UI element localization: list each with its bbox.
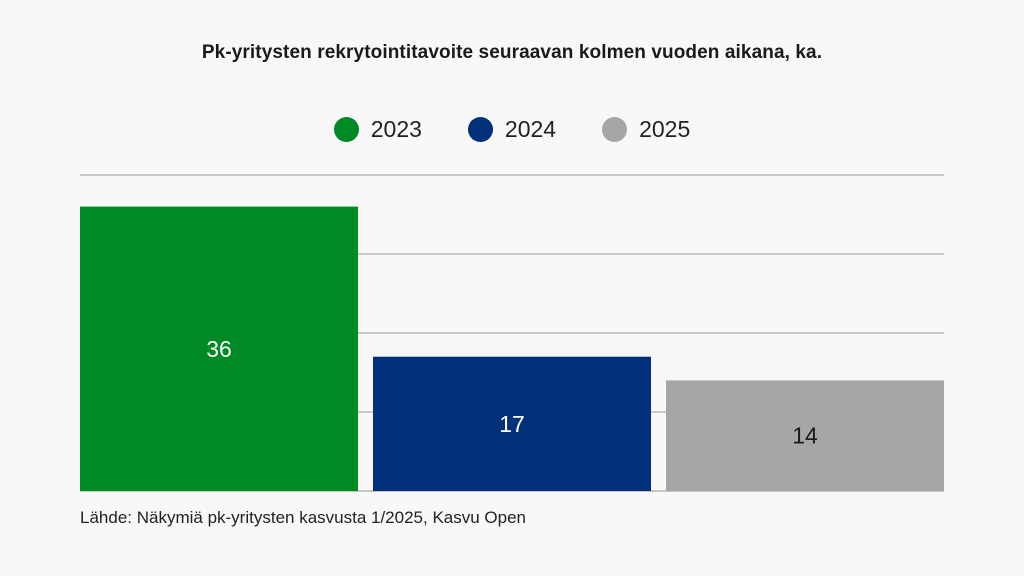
bar-2023 [80,206,358,491]
legend-swatch-2023 [333,117,359,142]
bar-value-labels: 36 17 14 [206,336,818,449]
chart-source: Lähde: Näkymiä pk-yritysten kasvusta 1/2… [80,508,527,527]
bar-value-label-2025: 14 [792,423,818,449]
bar-2025 [666,380,944,491]
chart-title: Pk-yritysten rekrytointitavoite seuraava… [201,42,823,63]
legend-item-2025: 2025 [602,116,690,143]
legend-swatch-2024 [467,117,493,142]
legend-label-2023: 2023 [370,116,422,142]
bars [80,206,944,491]
chart-legend: 2023 2024 2025 [0,116,1024,143]
bar-value-label-2023: 36 [206,336,232,362]
legend-item-2023: 2023 [333,116,422,143]
bar-value-label-2024: 17 [499,411,525,437]
bar-2024 [373,356,651,491]
legend-item-2024: 2024 [467,116,557,143]
legend-label-2024: 2024 [504,116,557,142]
legend-label-2025: 2025 [639,116,691,142]
legend-swatch-2025 [602,117,628,142]
